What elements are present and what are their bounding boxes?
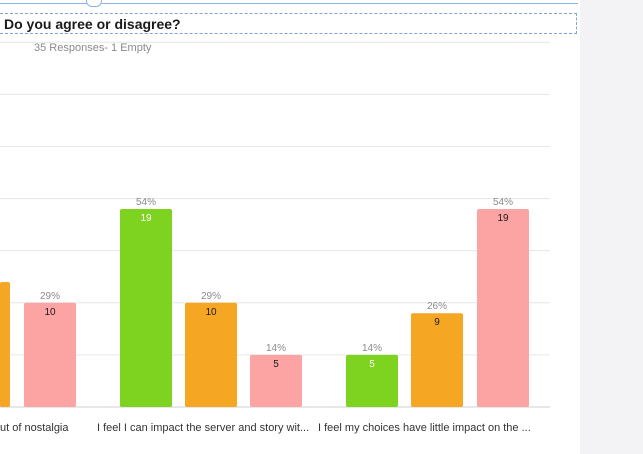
right-side-panel <box>580 0 643 454</box>
bar-chart: 54% 19 14% 5 29% 10 26% 9 29% 10 14% 5 54% 19 ut of n… <box>0 41 550 434</box>
top-divider <box>0 3 578 4</box>
question-title-text: Do you agree or disagree? <box>4 16 181 32</box>
bar-percent-label: 14% <box>266 343 286 354</box>
bar-percent-label: 29% <box>40 291 60 302</box>
bar[interactable] <box>185 302 237 407</box>
category-label: I feel my choices have little impact on … <box>318 422 531 434</box>
bar[interactable] <box>24 302 76 407</box>
bar-value-label: 19 <box>497 213 509 224</box>
bar-percent-label: 54% <box>493 197 513 208</box>
chart-grid <box>0 41 550 408</box>
bar-value-label: 10 <box>44 307 56 318</box>
bar[interactable] <box>346 354 398 407</box>
bar-value-label: 10 <box>205 307 217 318</box>
bar[interactable] <box>477 209 529 407</box>
bar-value-label: 9 <box>434 317 440 328</box>
bar-percent-label: 29% <box>201 291 221 302</box>
bar[interactable] <box>411 313 463 407</box>
bar[interactable] <box>120 209 172 407</box>
bar-value-label: 19 <box>140 213 152 224</box>
bar-partial[interactable] <box>0 282 10 407</box>
bar[interactable] <box>250 354 302 407</box>
chart-bars: 54% 19 14% 5 29% 10 26% 9 29% 10 14% 5 54% 19 <box>0 197 529 407</box>
category-label: ut of nostalgia <box>0 422 69 434</box>
bar-percent-label: 54% <box>136 197 156 208</box>
question-title[interactable]: Do you agree or disagree? <box>0 13 577 34</box>
bar-value-label: 5 <box>273 359 279 370</box>
chart-category-labels: ut of nostalgia I feel I can impact the s… <box>0 422 531 434</box>
bar-percent-label: 26% <box>427 301 447 312</box>
responses-count: 35 Responses- 1 Empty <box>34 42 152 54</box>
category-label: I feel I can impact the server and story… <box>97 422 309 434</box>
bar-percent-label: 14% <box>362 343 382 354</box>
bar-value-label: 5 <box>369 359 375 370</box>
